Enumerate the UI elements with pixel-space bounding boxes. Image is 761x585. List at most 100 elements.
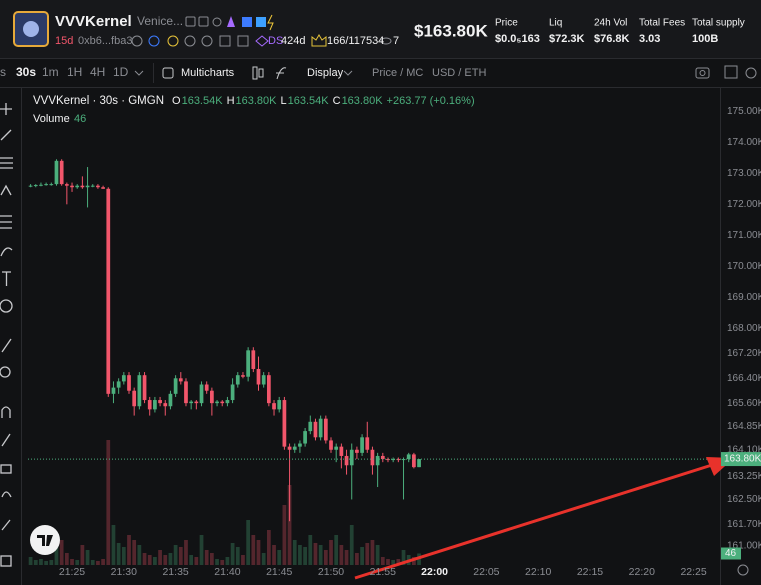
candle-body: [391, 459, 396, 461]
candle-body: [303, 431, 307, 444]
y-tick-label: 164.10K: [727, 444, 761, 455]
volume-label: Volume: [33, 113, 70, 125]
token-subtitle: Venice...: [137, 14, 183, 28]
display[interactable]: Display: [307, 67, 344, 79]
price-mc-toggle[interactable]: Price / MC: [372, 67, 423, 79]
volume-bar: [127, 535, 131, 565]
volume-bar: [64, 553, 69, 565]
volume-bar: [266, 530, 271, 565]
dropdown-caret: [134, 70, 144, 76]
candle-body: [210, 390, 214, 404]
y-tick-label: 165.60K: [727, 398, 761, 409]
currency-toggle[interactable]: USD / ETH: [432, 67, 486, 79]
candle-body: [266, 375, 271, 404]
volume-badge: [721, 547, 741, 560]
candle-body: [313, 421, 318, 438]
candle-body: [272, 403, 276, 410]
y-tick-label: 166.40K: [727, 373, 761, 384]
candle-body: [412, 454, 416, 468]
candle-body: [344, 455, 349, 466]
x-tick-label: 22:10: [525, 566, 551, 578]
volume-bar: [318, 545, 323, 565]
volume-bar: [204, 550, 209, 565]
legend: O 163.54K H 163.80K L 163.54K C 163.80K +263.77 …: [172, 95, 475, 107]
volume-bar: [349, 525, 354, 565]
volume-bar: [28, 557, 33, 565]
legend-value: 163.80K: [342, 95, 384, 107]
candle-body: [349, 449, 354, 466]
stat-label: Price: [495, 18, 518, 29]
candle-body: [168, 393, 173, 407]
volume-bar: [75, 560, 80, 565]
candle-body: [334, 446, 339, 450]
candle-body: [318, 418, 323, 438]
volume-badge-label: 46: [725, 548, 737, 559]
candle-body: [194, 401, 199, 404]
volume-bar: [230, 543, 235, 565]
y-tick-label: 164.85K: [727, 421, 761, 432]
x-tick-label: 21:25: [59, 566, 85, 578]
candle-body: [163, 403, 168, 407]
multicharts-icon[interactable]: [162, 67, 174, 79]
volume-bar: [184, 540, 188, 565]
candle-body: [380, 455, 385, 460]
volume-bar: [375, 545, 380, 565]
multicharts[interactable]: Multicharts: [181, 67, 235, 79]
dropdown-caret: [343, 70, 353, 76]
x-tick-label: 21:50: [318, 566, 344, 578]
volume-bar: [173, 545, 178, 565]
ds-label: DS: [268, 35, 283, 47]
settings-icon[interactable]: [737, 564, 749, 576]
interval-tab[interactable]: 1m: [42, 65, 59, 79]
volume-bar: [101, 559, 105, 565]
volume-bar: [261, 553, 266, 565]
candle-body: [85, 185, 90, 188]
volume-bar: [251, 535, 256, 565]
x-tick-label: 21:35: [162, 566, 188, 578]
legend-value: 163.54K: [182, 95, 224, 107]
stat-label: Total supply: [692, 18, 745, 29]
volume-bar: [199, 535, 204, 565]
volume-bar: [334, 535, 339, 565]
stat-label: Liq: [549, 18, 562, 29]
volume-bar: [96, 561, 100, 565]
candle-body: [127, 375, 131, 391]
y-tick-label: 172.00K: [727, 199, 761, 210]
interval-tab[interactable]: 30s: [16, 65, 36, 79]
volume-bar: [39, 559, 43, 565]
candle-body: [28, 185, 33, 187]
volume-bar: [215, 559, 219, 565]
legend-key: L: [281, 95, 287, 107]
y-tick-label: 174.00K: [727, 137, 761, 148]
stat-label: 24h Vol: [594, 18, 627, 29]
candle-body: [96, 185, 100, 188]
candle-body: [251, 350, 256, 369]
legend-key: C: [333, 95, 341, 107]
volume-bar: [313, 543, 318, 565]
x-tick-label: 21:45: [266, 566, 292, 578]
volume-bar: [116, 543, 121, 565]
interval-tab[interactable]: 4H: [90, 65, 105, 79]
volume-bar: [153, 557, 157, 565]
candle-body: [339, 446, 344, 456]
interval-tab[interactable]: 1D: [113, 65, 129, 79]
x-tick-label: 22:20: [629, 566, 655, 578]
volume-bar: [106, 440, 111, 565]
volume-bar: [360, 547, 364, 565]
volume-bar: [355, 553, 359, 565]
candle-body: [360, 437, 364, 453]
candle-body: [111, 387, 116, 394]
x-tick-label: 22:25: [680, 566, 706, 578]
candle-body: [49, 184, 54, 186]
volume-bar: [241, 555, 245, 565]
candle-body: [406, 454, 411, 460]
interval-tab[interactable]: s: [0, 65, 6, 79]
interval-tab[interactable]: 1H: [67, 65, 82, 79]
price-badge-label: 163.80K: [724, 454, 761, 465]
volume-bar: [365, 543, 370, 565]
volume-bar: [303, 547, 307, 565]
y-tick-label: 170.00K: [727, 261, 761, 272]
volume-bar: [121, 547, 126, 565]
volume-bar: [168, 553, 173, 565]
volume-bar: [132, 540, 137, 565]
